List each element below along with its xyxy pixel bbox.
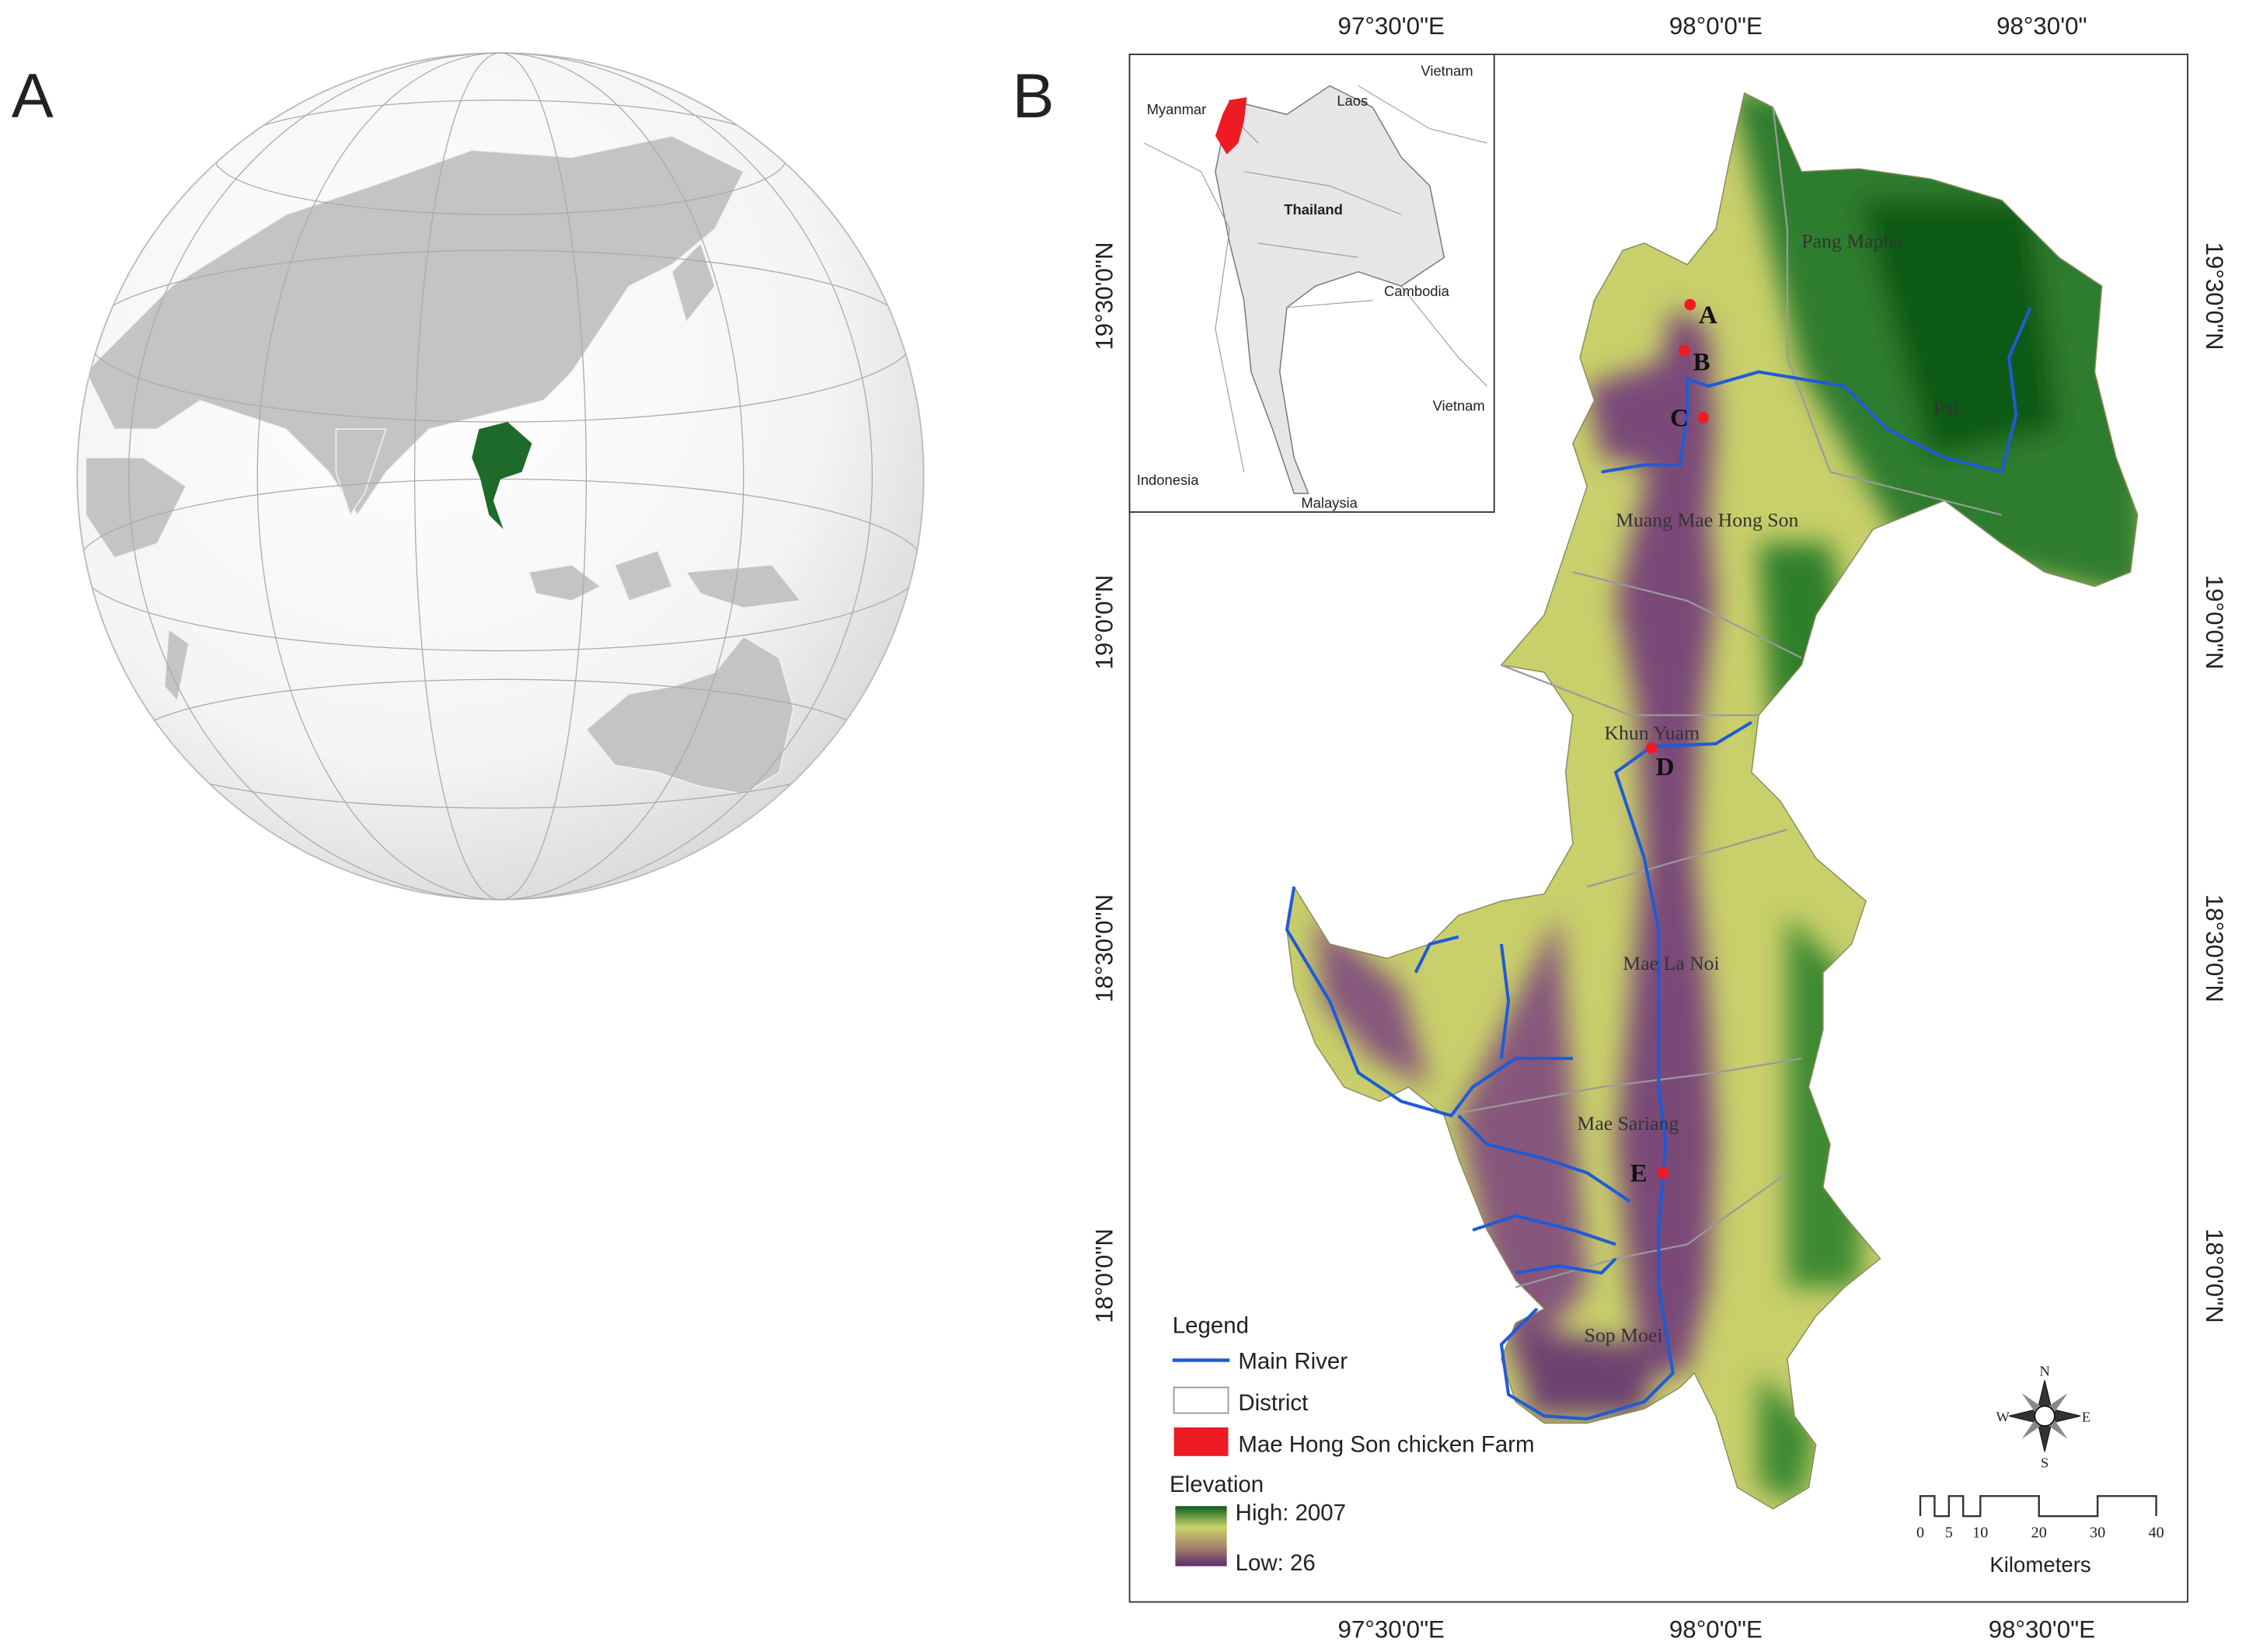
scale-bar: 0 5 10 20 30 40 Kilometers xyxy=(1916,1495,2164,1577)
legend: Legend Main River District Mae Hong Son … xyxy=(1170,1313,1534,1577)
inset-label: Myanmar xyxy=(1147,101,1207,117)
longitude-label: 98°30'0" xyxy=(1996,12,2087,40)
district-label: Khun Yuam xyxy=(1604,722,1700,744)
legend-elevation-title: Elevation xyxy=(1170,1472,1264,1497)
district-label: Sop Moei xyxy=(1585,1324,1663,1347)
latitude-label: 18°30'0"N xyxy=(2201,894,2228,1002)
legend-title: Legend xyxy=(1173,1313,1249,1339)
longitude-label: 98°0'0"E xyxy=(1669,1616,1763,1643)
inset-map: Vietnam Myanmar Laos Thailand Cambodia V… xyxy=(1128,54,1495,513)
district-label: Pang Mapha xyxy=(1801,229,1902,252)
islands xyxy=(528,549,802,609)
legend-district xyxy=(1173,1386,1229,1414)
scale-tick: 0 xyxy=(1916,1525,1924,1542)
latitude-label: 18°0'0"N xyxy=(1090,1229,1118,1323)
inset-label: Vietnam xyxy=(1433,397,1485,413)
scale-tick: 30 xyxy=(2090,1525,2105,1542)
globe xyxy=(76,52,925,901)
latitude-label: 18°0'0"N xyxy=(2201,1229,2228,1323)
latitude-label: 19°30'0"N xyxy=(1090,242,1118,350)
elevation-high: High: 2007 xyxy=(1236,1500,1346,1526)
legend-label: Main River xyxy=(1238,1349,1348,1375)
africa xyxy=(85,457,190,702)
coordinate-labels: 97°30'0"E 98°0'0"E 98°30'0" 97°30'0"E 98… xyxy=(1090,12,2228,1643)
latitude-label: 18°30'0"N xyxy=(1090,894,1118,1002)
district-label: Mae La Noi xyxy=(1623,952,1719,974)
inset-borders xyxy=(1143,85,1487,472)
thailand xyxy=(472,422,532,530)
site-label: D xyxy=(1656,753,1675,782)
japan xyxy=(671,242,716,323)
latitude-label: 19°30'0"N xyxy=(2201,242,2228,350)
district-label: Muang Mae Hong Son xyxy=(1616,508,1798,531)
compass-label: E xyxy=(2082,1410,2090,1425)
main-rivers xyxy=(1285,306,2032,1421)
inset-label: Vietnam xyxy=(1421,63,1473,79)
site-label: E xyxy=(1630,1159,1648,1187)
inset-label: Thailand xyxy=(1284,201,1343,218)
inset-label: Indonesia xyxy=(1137,472,1200,488)
farm-sites xyxy=(1645,298,1709,1179)
district-label: Mae Sariang xyxy=(1577,1112,1679,1134)
compass-label: W xyxy=(1996,1410,2010,1425)
district-boundaries xyxy=(1444,106,2003,1288)
latitude-label: 19°0'0"N xyxy=(1090,575,1118,670)
scale-tick: 10 xyxy=(1972,1525,1988,1542)
mae-hong-son-inset xyxy=(1215,97,1247,155)
legend-label: Mae Hong Son chicken Farm xyxy=(1238,1431,1534,1457)
scale-tick: 40 xyxy=(2148,1525,2164,1542)
district-label: Pai xyxy=(1933,397,1959,420)
compass-label: N xyxy=(2039,1364,2049,1379)
compass: N E S W xyxy=(1996,1364,2091,1471)
longitude-label: 97°30'0"E xyxy=(1338,12,1445,40)
longitude-label: 97°30'0"E xyxy=(1338,1616,1445,1643)
panel-label: B xyxy=(1013,61,1055,131)
elevation-ramp xyxy=(1175,1506,1227,1567)
longitude-label: 98°0'0"E xyxy=(1669,12,1763,40)
thailand-region xyxy=(1215,85,1445,494)
legend-label: District xyxy=(1238,1390,1308,1416)
legend-farm xyxy=(1173,1427,1229,1456)
latitude-label: 19°0'0"N xyxy=(2201,575,2228,670)
site-label: B xyxy=(1693,348,1710,377)
inset-label: Cambodia xyxy=(1384,283,1450,299)
landmasses xyxy=(85,135,802,795)
scale-tick: 20 xyxy=(2031,1525,2047,1542)
panel-label: A xyxy=(12,61,54,131)
scale-unit: Kilometers xyxy=(1989,1553,2090,1577)
site-label: C xyxy=(1670,404,1689,433)
india xyxy=(335,428,387,517)
scale-tick: 5 xyxy=(1945,1525,1953,1542)
longitude-label: 98°30'0"E xyxy=(1989,1616,2095,1643)
compass-label: S xyxy=(2041,1455,2048,1471)
inset-label: Laos xyxy=(1337,92,1368,109)
inset-label: Malaysia xyxy=(1301,494,1358,511)
site-label: A xyxy=(1699,301,1717,329)
elevation-low: Low: 26 xyxy=(1236,1550,1316,1576)
asia xyxy=(85,135,744,516)
